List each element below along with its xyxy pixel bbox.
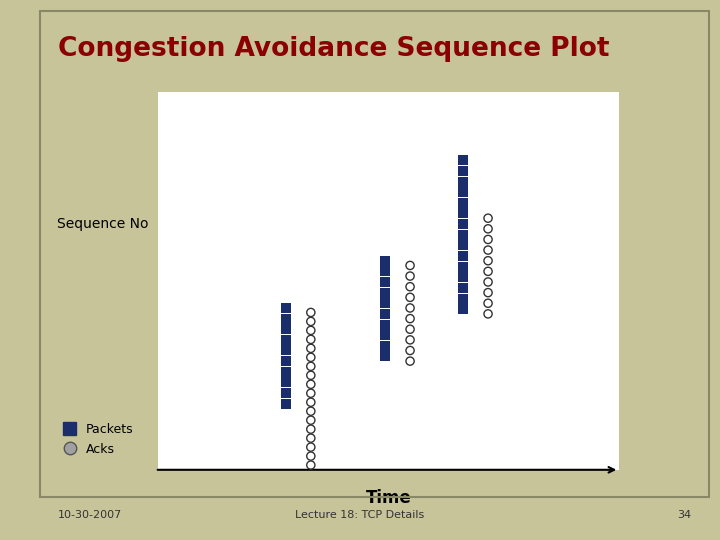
Text: Sequence No: Sequence No	[57, 217, 148, 231]
Point	[457, 167, 469, 176]
Point	[379, 309, 391, 318]
Point	[305, 317, 317, 326]
Point	[280, 378, 292, 387]
Point	[482, 267, 494, 275]
Point	[457, 262, 469, 271]
Point	[482, 256, 494, 265]
Point	[280, 389, 292, 397]
Point	[379, 267, 391, 275]
Point	[482, 299, 494, 308]
Point	[405, 272, 416, 280]
Text: Congestion Avoidance Sequence Plot: Congestion Avoidance Sequence Plot	[58, 36, 609, 62]
Point	[379, 256, 391, 265]
Point	[457, 231, 469, 239]
Point	[305, 353, 317, 362]
Point	[457, 199, 469, 207]
Point	[457, 188, 469, 197]
Legend: Packets, Acks: Packets, Acks	[63, 422, 133, 456]
Point	[379, 341, 391, 350]
Point	[280, 325, 292, 334]
Point	[379, 352, 391, 361]
Point	[482, 235, 494, 244]
Point	[305, 308, 317, 317]
Point	[405, 357, 416, 366]
Point	[405, 303, 416, 312]
Point	[305, 344, 317, 353]
Point	[280, 357, 292, 366]
Point	[305, 443, 317, 451]
Point	[457, 241, 469, 249]
Point	[305, 335, 317, 343]
Point	[305, 380, 317, 389]
Point	[405, 314, 416, 323]
Point	[280, 346, 292, 355]
Point	[280, 367, 292, 376]
Point	[305, 389, 317, 397]
Point	[379, 320, 391, 329]
Point	[305, 398, 317, 407]
Point	[405, 346, 416, 355]
Point	[305, 407, 317, 416]
Point	[280, 335, 292, 344]
Point	[457, 273, 469, 281]
Point	[305, 452, 317, 461]
Point	[305, 425, 317, 434]
Point	[457, 209, 469, 218]
Point	[457, 284, 469, 292]
Point	[305, 434, 317, 442]
Point	[405, 325, 416, 334]
Point	[280, 314, 292, 323]
Point	[457, 156, 469, 165]
Point	[482, 309, 494, 318]
Text: Time: Time	[366, 489, 412, 507]
Point	[482, 278, 494, 286]
Point	[379, 299, 391, 308]
Point	[482, 246, 494, 254]
Point	[405, 335, 416, 344]
Point	[280, 303, 292, 312]
Point	[405, 293, 416, 302]
Text: Lecture 18: TCP Details: Lecture 18: TCP Details	[295, 510, 425, 521]
Point	[405, 282, 416, 291]
Point	[457, 305, 469, 313]
Point	[457, 252, 469, 260]
Point	[305, 326, 317, 335]
Point	[482, 288, 494, 297]
Point	[379, 288, 391, 297]
Point	[457, 220, 469, 228]
Point	[379, 331, 391, 340]
Point	[405, 261, 416, 270]
Point	[305, 416, 317, 424]
Point	[482, 214, 494, 222]
Point	[305, 461, 317, 469]
Text: 10-30-2007: 10-30-2007	[58, 510, 122, 521]
Point	[305, 371, 317, 380]
Point	[305, 362, 317, 370]
Point	[482, 225, 494, 233]
Point	[379, 278, 391, 286]
Point	[280, 399, 292, 408]
Text: 34: 34	[677, 510, 691, 521]
Point	[457, 294, 469, 303]
Point	[457, 177, 469, 186]
